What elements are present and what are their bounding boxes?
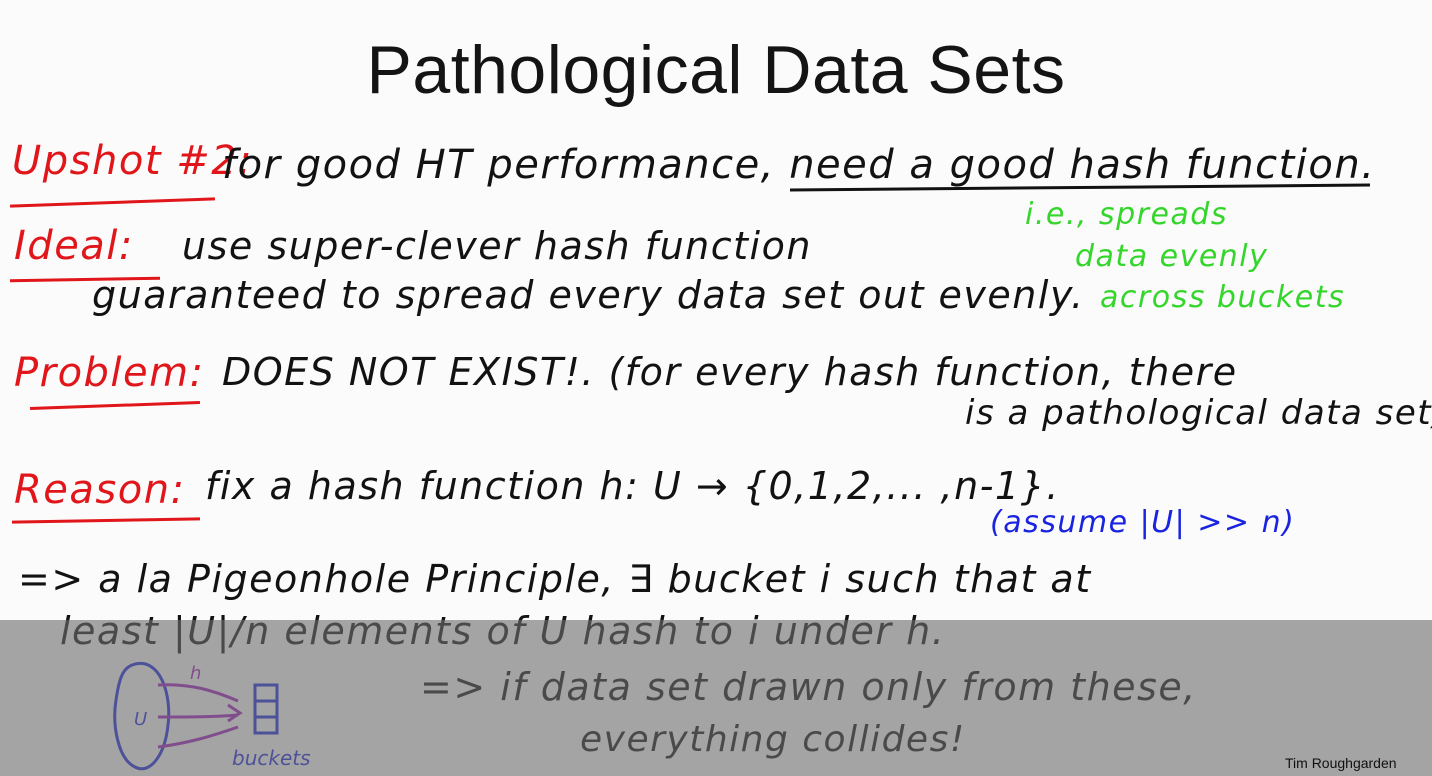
implication-line-3: => if data set drawn only from these, <box>420 665 1197 709</box>
ideal-note-line-3: across buckets <box>1100 280 1346 315</box>
problem-label: Problem: <box>14 350 205 396</box>
hash-arrow-top <box>157 683 239 703</box>
implication-line-4: everything collides! <box>580 719 966 760</box>
universe-set-label: U <box>134 709 147 730</box>
ideal-note-line-2: data evenly <box>1075 239 1269 274</box>
ideal-note-line-1: i.e., spreads <box>1025 197 1228 232</box>
problem-line-1: DOES NOT EXIST!. (for every hash functio… <box>222 350 1238 394</box>
hash-arrowhead <box>227 703 243 723</box>
bucket-box <box>253 683 279 735</box>
upshot-text: for good HT performance, need a good has… <box>222 142 1376 188</box>
reason-underline <box>11 517 201 524</box>
upshot-label: Upshot #2: <box>12 138 254 184</box>
upshot-underline <box>10 197 215 208</box>
implication-line-1: => a la Pigeonhole Principle, ∃ bucket i… <box>18 557 1092 601</box>
slide-title: Pathological Data Sets <box>366 32 1066 108</box>
reason-label: Reason: <box>14 467 186 513</box>
pigeonhole-diagram: U h buckets <box>113 661 311 771</box>
problem-line-2: is a pathological data set) <box>965 393 1432 433</box>
ideal-line-2: guaranteed to spread every data set out … <box>92 273 1085 317</box>
reason-note: (assume |U| >> n) <box>990 505 1296 540</box>
implication-line-2: least |U|/n elements of U hash to i unde… <box>60 609 946 653</box>
buckets-label: buckets <box>232 746 311 770</box>
hash-arrow-label: h <box>190 663 201 684</box>
reason-text: fix a hash function h: U → {0,1,2,... ,n… <box>205 464 1060 508</box>
ideal-line-1: use super-clever hash function <box>182 224 812 268</box>
problem-underline <box>29 401 201 410</box>
ideal-label: Ideal: <box>14 223 134 269</box>
hash-arrow-bottom <box>157 725 239 749</box>
author-credit: Tim Roughgarden <box>1285 755 1397 771</box>
